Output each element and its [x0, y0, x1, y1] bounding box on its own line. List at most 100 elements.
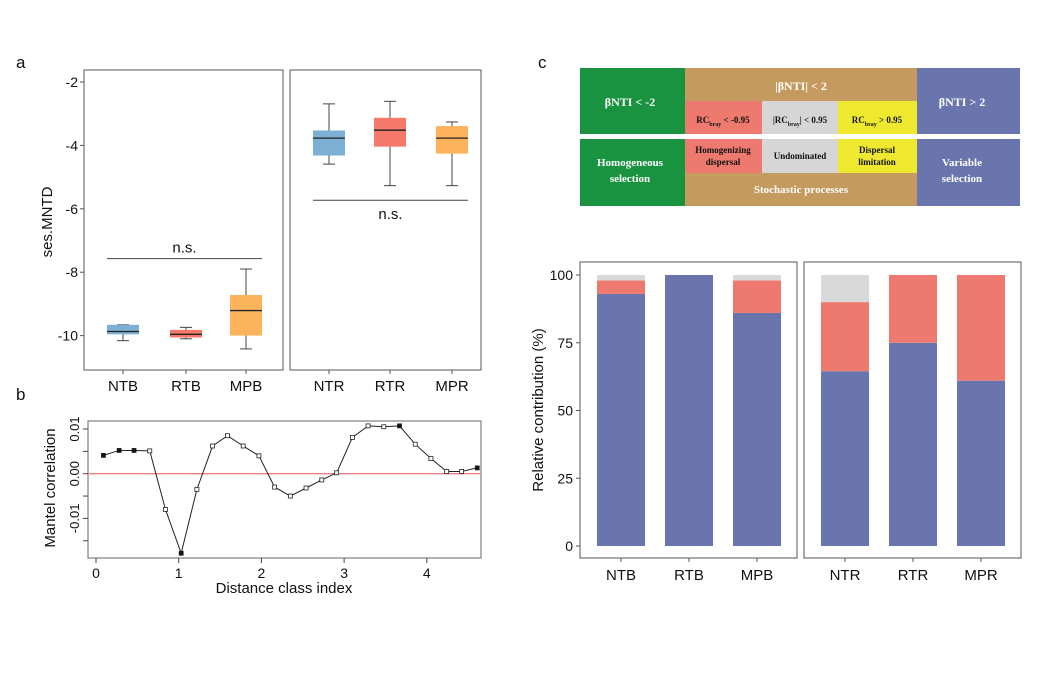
a-facet-frame-0 — [83, 69, 284, 371]
c-bar-variable_selection-RTB — [665, 275, 713, 546]
b-point — [272, 484, 278, 490]
scheme-homogeneous-line2: selection — [610, 173, 650, 185]
c-bar-homogenizing_dispersal-MPR — [957, 275, 1005, 381]
b-point-significant — [116, 448, 122, 453]
b-point — [303, 485, 309, 491]
c-bar-variable_selection-NTR — [821, 371, 869, 546]
scheme-homogenizing-line2: dispersal — [706, 157, 741, 167]
b-x-tick-label: 3 — [340, 565, 348, 581]
b-point-significant — [178, 550, 184, 556]
c-bar-undominated-NTB — [597, 275, 645, 281]
scheme-variable-bottom — [917, 139, 1020, 206]
scheme-homogenizing — [685, 139, 762, 173]
c-bar-undominated-NTR — [821, 275, 869, 303]
a-y-tick-label: -10 — [58, 328, 78, 344]
b-point — [381, 424, 387, 430]
a-box-RTR — [374, 117, 406, 147]
scheme-dispersal-limitation — [838, 139, 917, 173]
scheme-rc-low-label: RCbray < -0.95 — [696, 115, 750, 128]
b-correlogram-line — [103, 425, 478, 555]
c-bar-variable_selection-RTR — [889, 342, 937, 546]
b-point — [334, 470, 340, 476]
c-x-tick-label: NTB — [606, 567, 636, 584]
b-point — [412, 441, 418, 447]
b-point — [428, 456, 434, 461]
b-point — [365, 423, 371, 429]
scheme-homogeneous-bottom — [580, 139, 685, 206]
a-y-tick-label: -4 — [66, 137, 79, 153]
b-point — [225, 433, 230, 439]
b-y-tick-label: -0.01 — [67, 504, 82, 534]
b-point — [287, 493, 293, 499]
scheme-beta-high: βNTI > 2 — [939, 95, 986, 109]
a-facet-frame-1 — [289, 69, 482, 371]
c-bar-undominated-MPB — [733, 275, 781, 281]
a-box-NTR — [313, 130, 345, 156]
scheme-variable-line1: Variable — [942, 157, 982, 169]
a-box-MPR — [436, 126, 468, 154]
b-x-axis-label: Distance class index — [216, 580, 353, 597]
c-y-tick-label: 100 — [550, 267, 574, 283]
a-x-tick-label: MPR — [435, 378, 469, 395]
c-bar-homogenizing_dispersal-MPB — [733, 280, 781, 313]
b-point — [163, 507, 168, 512]
scheme-stochastic-label: Stochastic processes — [754, 184, 849, 196]
b-point — [194, 486, 200, 492]
a-box-NTB — [107, 324, 139, 335]
scheme-beta-low: βNTI < -2 — [605, 95, 656, 109]
b-point — [256, 453, 262, 459]
b-x-tick-label: 1 — [175, 565, 183, 581]
scheme-rc-low — [685, 101, 762, 134]
a-significance-label: n.s. — [378, 206, 402, 223]
b-x-tick-label: 2 — [258, 565, 266, 581]
scheme-stochastic-top — [685, 68, 917, 101]
a-y-axis-label: ses.MNTD — [39, 186, 56, 257]
scheme-undominated — [762, 139, 838, 173]
panel-c-stacked-bar: Relative contribution (%) 0 25 50 75 100 NTB R… — [530, 261, 1022, 584]
scheme-homogeneous-line1: Homogeneous — [597, 157, 664, 169]
scheme-rc-mid-label: |RCbray| < 0.95 — [773, 115, 828, 128]
c-x-tick-label: RTB — [674, 567, 704, 584]
scheme-dispersal-line2: limitation — [858, 157, 896, 167]
b-point — [349, 435, 355, 440]
scheme-rc-high-label: RCbray > 0.95 — [852, 115, 903, 128]
c-bar-homogenizing_dispersal-RTR — [889, 275, 937, 343]
scheme-beta-mid: |βNTI| < 2 — [775, 79, 827, 93]
b-point — [444, 469, 450, 474]
b-y-axis-label: Mantel correlation — [42, 428, 59, 547]
c-bar-variable_selection-NTB — [597, 293, 645, 546]
a-x-tick-label: NTR — [314, 378, 345, 395]
c-y-tick-label: 25 — [557, 470, 573, 486]
b-x-tick-label: 4 — [423, 565, 431, 581]
scheme-dispersal-line1: Dispersal — [859, 145, 895, 155]
panel-label-c: c — [538, 53, 547, 72]
b-point-significant — [101, 452, 106, 458]
a-y-tick-label: -6 — [66, 201, 79, 217]
c-x-tick-label: MPB — [741, 567, 774, 584]
scheme-homogeneous-top — [580, 68, 685, 134]
panel-label-a: a — [16, 53, 26, 72]
panel-b-mantel-correlogram: Distance class index Mantel correlation … — [42, 416, 482, 597]
scheme-homogenizing-line1: Homogenizing — [695, 145, 751, 155]
c-x-tick-label: MPR — [964, 567, 998, 584]
c-y-tick-label: 50 — [557, 403, 573, 419]
b-y-tick-label: 0.00 — [67, 461, 82, 486]
panel-label-b: b — [16, 385, 25, 404]
scheme-rc-high — [838, 101, 917, 134]
c-bar-homogenizing_dispersal-NTB — [597, 280, 645, 294]
scheme-variable-top — [917, 68, 1020, 134]
c-y-tick-label: 75 — [557, 335, 573, 351]
a-x-tick-label: NTB — [108, 378, 138, 395]
panel-c-process-scheme: βNTI < -2 |βNTI| < 2 βNTI > 2 RCbray < -… — [580, 68, 1020, 206]
a-x-tick-label: MPB — [230, 378, 263, 395]
b-x-tick-label: 0 — [92, 565, 100, 581]
b-point-significant — [474, 465, 480, 471]
scheme-undominated-label: Undominated — [774, 151, 827, 161]
a-box-MPB — [230, 295, 262, 336]
b-point-significant — [397, 423, 402, 429]
scheme-variable-line2: selection — [942, 173, 982, 185]
c-bar-variable_selection-MPB — [733, 312, 781, 546]
a-x-tick-label: RTR — [375, 378, 406, 395]
scheme-rc-mid — [762, 101, 838, 134]
